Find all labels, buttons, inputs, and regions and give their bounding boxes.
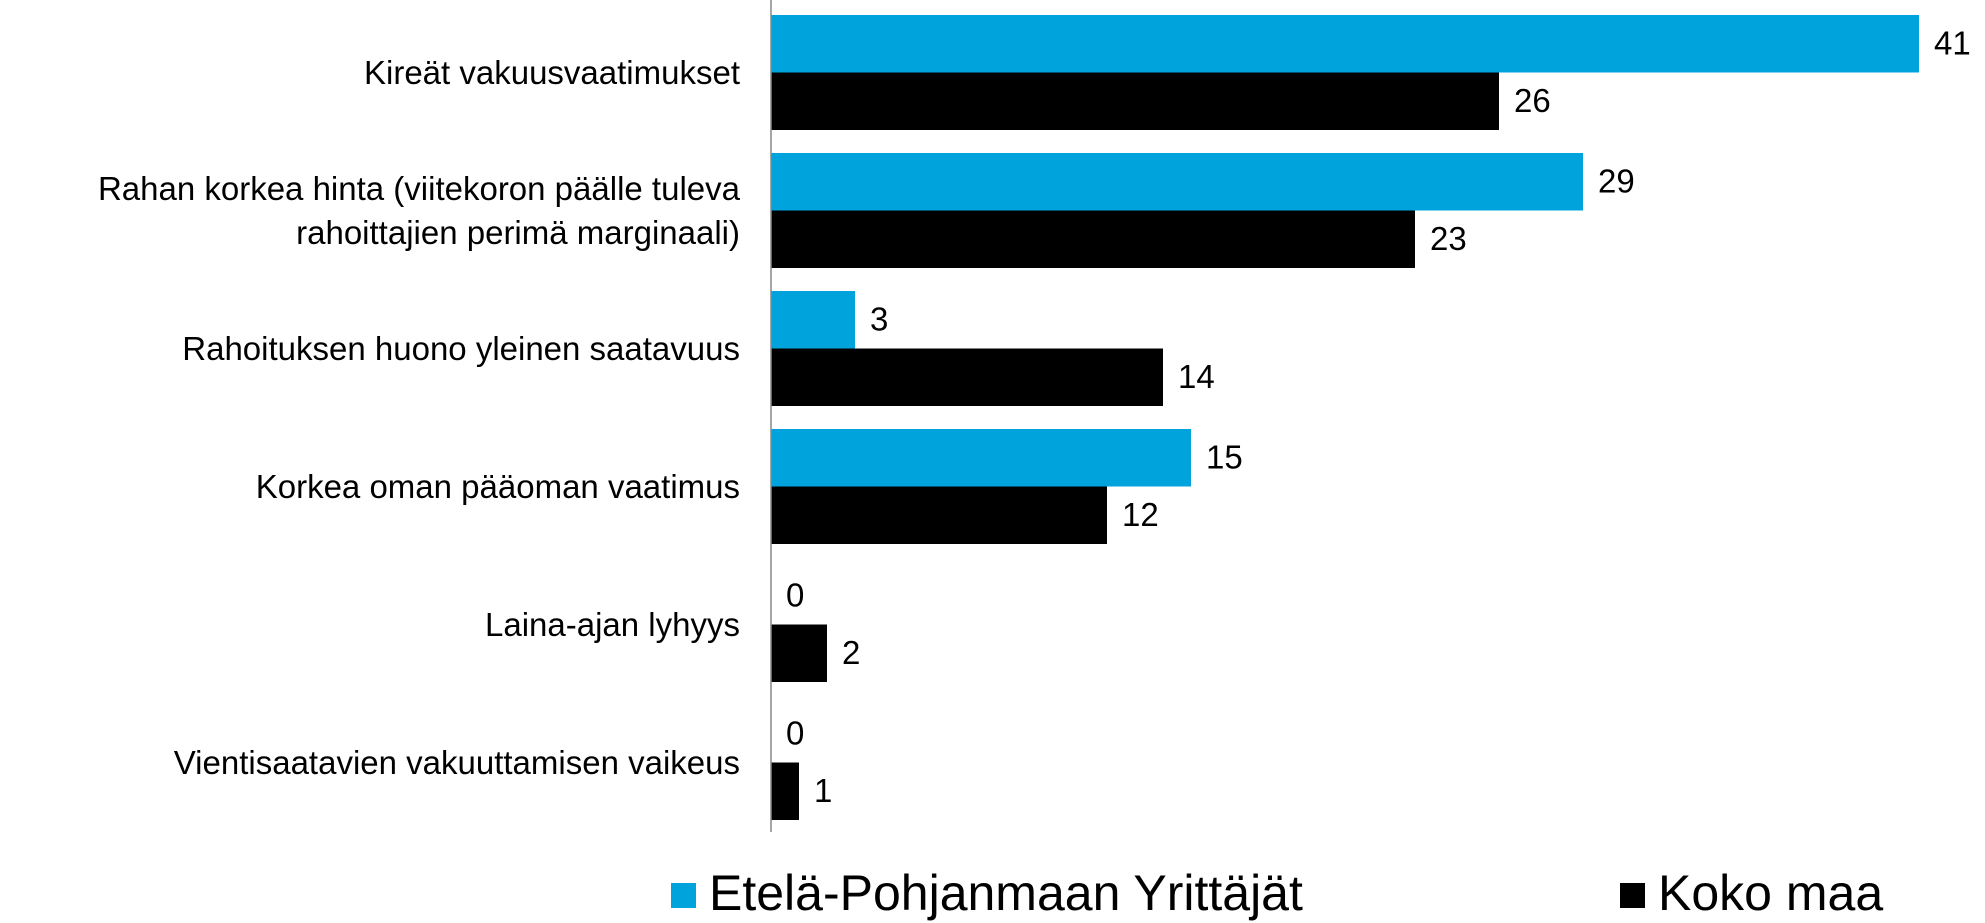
bar [771, 153, 1583, 211]
bar [771, 762, 799, 820]
legend-swatch [671, 883, 696, 908]
bar [771, 291, 855, 349]
bar [771, 210, 1415, 268]
bar [771, 624, 827, 682]
value-label: 14 [1178, 358, 1215, 395]
value-label: 12 [1122, 496, 1159, 533]
bar [771, 348, 1163, 406]
category-label: Vientisaatavien vakuuttamisen vaikeus [173, 743, 740, 781]
value-label: 23 [1430, 220, 1467, 257]
bar [771, 72, 1499, 130]
bar [771, 429, 1191, 487]
value-label: 26 [1514, 82, 1551, 119]
value-label: 1 [814, 772, 832, 809]
legend-swatch [1620, 883, 1645, 908]
value-label: 3 [870, 300, 888, 337]
category-label: Kireät vakuusvaatimukset [363, 53, 740, 91]
value-label: 0 [786, 714, 804, 751]
category-label: Rahan korkea hinta (viitekoron päälle tu… [97, 169, 740, 251]
category-label: Laina-ajan lyhyys [485, 605, 740, 643]
value-label: 0 [786, 576, 804, 613]
legend-label: Koko maa [1658, 865, 1883, 921]
category-label: Korkea oman pääoman vaatimus [255, 467, 740, 505]
bar [771, 486, 1107, 544]
bar [771, 15, 1919, 73]
value-label: 2 [842, 634, 860, 671]
value-label: 29 [1598, 162, 1635, 199]
value-label: 41 [1934, 24, 1971, 61]
legend-label: Etelä-Pohjanmaan Yrittäjät [709, 865, 1303, 921]
value-label: 15 [1206, 438, 1243, 475]
category-label: Rahoituksen huono yleinen saatavuus [182, 329, 740, 367]
